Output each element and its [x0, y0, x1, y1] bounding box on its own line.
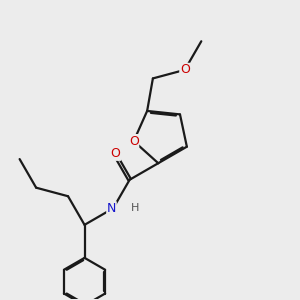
- Text: N: N: [107, 202, 116, 215]
- Text: H: H: [131, 203, 140, 213]
- Text: O: O: [111, 147, 121, 160]
- Text: O: O: [129, 135, 139, 148]
- Text: O: O: [180, 63, 190, 76]
